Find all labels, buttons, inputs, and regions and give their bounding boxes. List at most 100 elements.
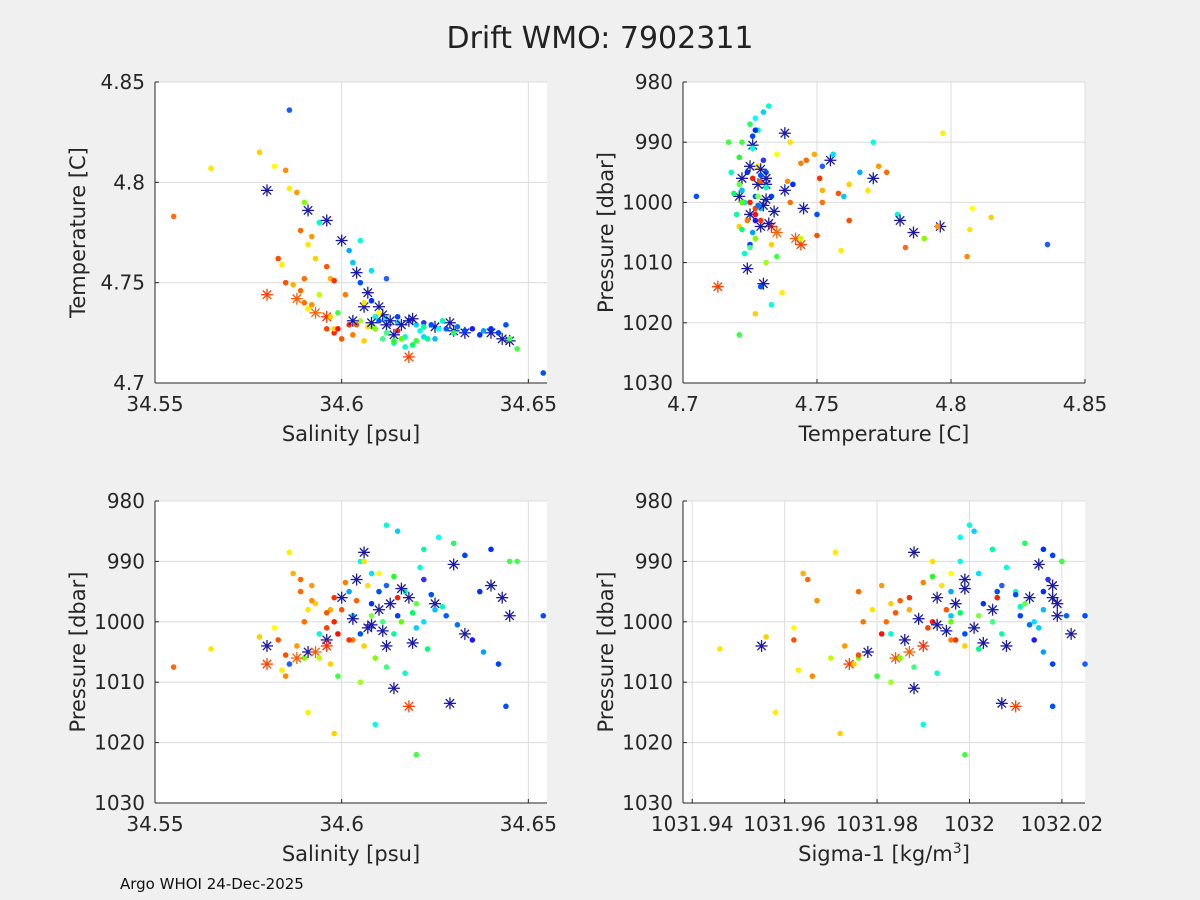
data-point xyxy=(413,600,420,607)
data-point xyxy=(911,664,917,670)
data-point-star xyxy=(376,624,389,637)
data-point xyxy=(394,528,401,534)
data-point-star xyxy=(986,603,999,616)
data-point xyxy=(838,247,844,254)
data-point xyxy=(948,637,954,643)
data-point-star xyxy=(358,546,371,559)
data-point xyxy=(417,564,423,571)
data-point xyxy=(892,609,899,616)
data-point xyxy=(372,655,379,661)
data-point xyxy=(361,558,367,565)
data-point xyxy=(383,664,390,670)
data-point xyxy=(870,139,877,145)
data-point xyxy=(1012,591,1019,598)
x-tick-label: 1031.96 xyxy=(743,812,826,836)
data-point-star xyxy=(290,292,303,305)
data-point xyxy=(514,558,520,565)
data-point xyxy=(170,664,177,670)
data-point-star xyxy=(1000,639,1013,652)
data-point xyxy=(816,175,823,182)
data-point xyxy=(331,330,338,336)
data-point xyxy=(335,326,341,332)
data-point xyxy=(1017,603,1024,610)
data-point xyxy=(1003,564,1010,571)
data-point xyxy=(1040,588,1047,595)
data-point xyxy=(798,235,804,242)
data-point xyxy=(421,546,427,553)
data-point xyxy=(749,133,756,139)
data-point xyxy=(835,190,842,197)
data-point xyxy=(357,237,364,244)
data-point xyxy=(855,588,862,595)
data-point-star xyxy=(741,262,754,275)
data-point xyxy=(1022,600,1028,607)
data-point xyxy=(739,199,745,206)
data-point xyxy=(897,597,903,604)
data-point xyxy=(361,299,367,306)
data-point xyxy=(413,625,420,631)
data-point xyxy=(744,169,751,176)
data-point xyxy=(409,609,416,616)
subplot-4: 1031.94 1031.96 1031.98 1032 1032.02 980 990 10… xyxy=(594,489,1103,866)
data-point xyxy=(739,139,745,145)
data-point xyxy=(323,263,330,270)
data-point xyxy=(346,588,352,595)
data-point xyxy=(417,328,423,334)
data-point xyxy=(450,330,457,336)
data-point xyxy=(413,322,420,328)
data-point xyxy=(1063,612,1070,619)
data-point-star xyxy=(350,573,363,586)
data-point-star xyxy=(395,318,408,331)
data-point xyxy=(1040,546,1047,553)
data-point xyxy=(774,151,780,158)
data-point xyxy=(752,127,759,133)
data-point xyxy=(795,667,802,673)
data-point xyxy=(952,637,959,643)
data-point xyxy=(741,250,748,257)
data-point xyxy=(342,291,349,298)
x-tick-label: 34.65 xyxy=(500,812,557,836)
y-tick-label: 1030 xyxy=(622,791,673,815)
data-point-star xyxy=(302,204,315,217)
data-point xyxy=(462,552,468,559)
data-point xyxy=(1059,558,1065,565)
data-point xyxy=(800,570,806,577)
data-point xyxy=(357,279,364,286)
data-point-star xyxy=(261,639,273,652)
data-point xyxy=(920,579,927,586)
data-point xyxy=(888,600,894,607)
data-point-star xyxy=(958,582,971,595)
data-point xyxy=(1045,576,1051,583)
data-point xyxy=(338,606,345,613)
data-point xyxy=(814,597,820,604)
data-point xyxy=(443,612,450,619)
data-point-star xyxy=(762,217,775,230)
data-point xyxy=(316,631,323,637)
data-point xyxy=(757,172,764,179)
data-point-star xyxy=(335,234,348,247)
data-point xyxy=(1035,625,1042,631)
subplot-2: 4.7 4.75 4.8 4.85 980 990 1000 1010 1020 1030 Temp… xyxy=(594,70,1107,446)
data-point-star xyxy=(843,658,856,671)
data-point-star xyxy=(824,154,837,167)
y-tick-label: 1000 xyxy=(622,610,673,634)
data-point xyxy=(495,330,502,336)
data-point xyxy=(208,165,214,172)
data-point-star xyxy=(261,288,273,301)
x-tick-label: 34.6 xyxy=(319,812,364,836)
data-point xyxy=(290,281,296,288)
data-point xyxy=(971,528,977,534)
data-point xyxy=(791,625,797,631)
data-point xyxy=(323,625,330,631)
data-point xyxy=(368,612,375,619)
data-point xyxy=(819,199,826,206)
data-point xyxy=(435,534,442,541)
data-point-star xyxy=(309,306,322,319)
data-point xyxy=(860,619,867,625)
data-point-star xyxy=(406,636,419,649)
data-point xyxy=(301,199,308,206)
data-point xyxy=(736,332,743,338)
data-point xyxy=(368,297,375,304)
y-tick-label: 4.85 xyxy=(100,70,145,94)
data-point xyxy=(988,214,994,221)
